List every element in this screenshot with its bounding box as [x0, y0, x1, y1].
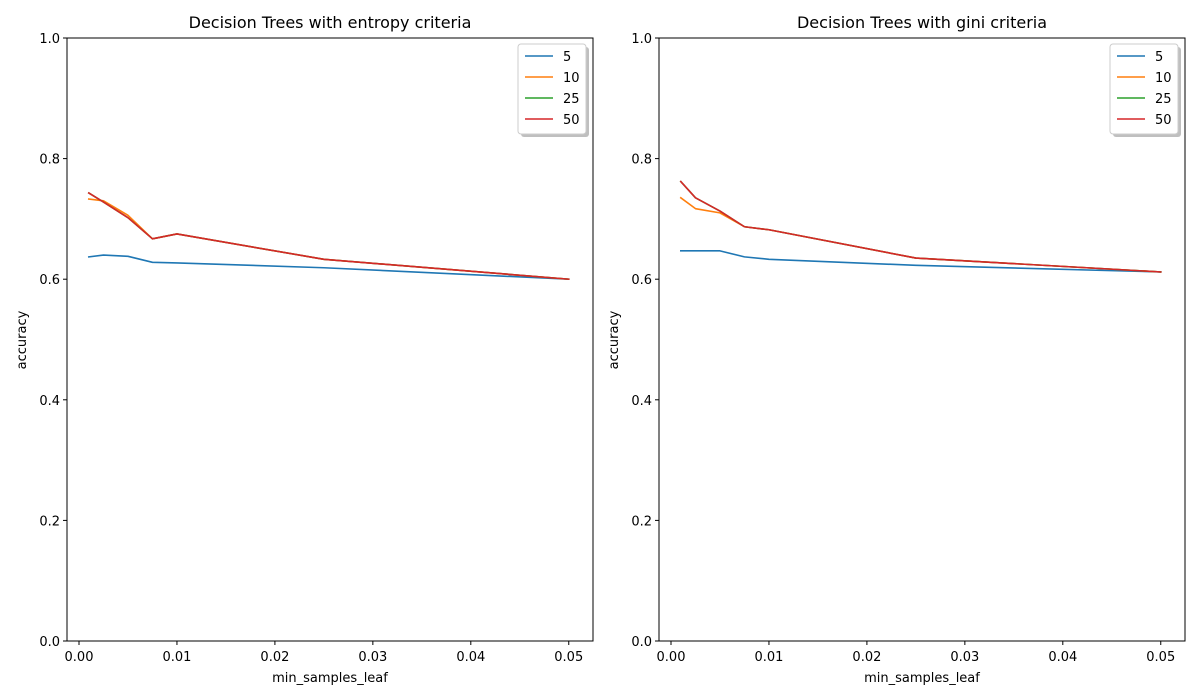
- gini-x-tick-label: 0.03: [950, 650, 979, 665]
- entropy-legend-label-10: 10: [563, 71, 580, 86]
- entropy-x-tick-label: 0.04: [456, 650, 485, 665]
- gini-series-line-50: [679, 180, 1162, 273]
- gini-legend-label-50: 50: [1155, 113, 1172, 128]
- gini-legend: 5 10 25 50: [1109, 43, 1181, 137]
- entropy-x-tick-label: 0.05: [554, 650, 583, 665]
- gini-x-tick-label: 0.00: [657, 650, 686, 665]
- entropy-axes-frame: [66, 37, 594, 642]
- gini-x-tick-label: 0.05: [1146, 650, 1175, 665]
- gini-x-tick-label: 0.01: [754, 650, 783, 665]
- entropy-y-tick-label: 0.8: [39, 153, 60, 168]
- entropy-plot-area: 0.00 0.01 0.02 0.03 0.04 0.05 0.0 0.2 0.4 0.6 0.8 1…: [39, 32, 594, 665]
- gini-axes-frame: [658, 37, 1186, 642]
- gini-y-tick-label: 0.8: [631, 153, 652, 168]
- entropy-chart-panel: Decision Trees with entropy criteria min…: [15, 13, 594, 686]
- entropy-x-tick-label: 0.00: [65, 650, 94, 665]
- entropy-series-line-5: [87, 254, 570, 281]
- gini-chart-panel: Decision Trees with gini criteria min_sa…: [607, 13, 1186, 686]
- gini-x-axis-label: min_samples_leaf: [864, 671, 980, 686]
- entropy-x-tick-label: 0.03: [358, 650, 387, 665]
- gini-chart-title: Decision Trees with gini criteria: [797, 13, 1047, 32]
- gini-y-tick-label: 0.2: [631, 514, 652, 529]
- gini-x-tick-label: 0.02: [852, 650, 881, 665]
- entropy-y-tick-label: 1.0: [39, 32, 60, 47]
- gini-y-tick-label: 0.4: [631, 394, 652, 409]
- entropy-y-axis-label: accuracy: [15, 310, 30, 369]
- entropy-series-line-50: [87, 191, 570, 281]
- entropy-legend-label-50: 50: [563, 113, 580, 128]
- gini-legend-label-25: 25: [1155, 92, 1172, 107]
- gini-legend-box: [1109, 43, 1179, 135]
- entropy-legend-label-5: 5: [563, 50, 571, 65]
- entropy-y-tick-label: 0.6: [39, 273, 60, 288]
- gini-legend-label-10: 10: [1155, 71, 1172, 86]
- gini-plot-area: 0.00 0.01 0.02 0.03 0.04 0.05 0.0 0.2 0.4 0.6 0.8 1…: [631, 32, 1186, 665]
- entropy-legend: 5 10 25 50: [517, 43, 589, 137]
- entropy-legend-box: [517, 43, 587, 135]
- gini-y-tick-label: 1.0: [631, 32, 652, 47]
- entropy-x-tick-label: 0.02: [260, 650, 289, 665]
- entropy-legend-label-25: 25: [563, 92, 580, 107]
- entropy-y-tick-label: 0.2: [39, 514, 60, 529]
- gini-y-tick-label: 0.6: [631, 273, 652, 288]
- gini-series-line-5: [679, 250, 1162, 273]
- gini-y-axis-label: accuracy: [607, 310, 622, 369]
- entropy-y-tick-label: 0.0: [39, 635, 60, 650]
- gini-legend-label-5: 5: [1155, 50, 1163, 65]
- gini-x-tick-label: 0.04: [1048, 650, 1077, 665]
- gini-y-tick-label: 0.0: [631, 635, 652, 650]
- entropy-x-tick-label: 0.01: [162, 650, 191, 665]
- entropy-y-tick-label: 0.4: [39, 394, 60, 409]
- entropy-chart-title: Decision Trees with entropy criteria: [189, 13, 472, 32]
- entropy-x-axis-label: min_samples_leaf: [272, 671, 388, 686]
